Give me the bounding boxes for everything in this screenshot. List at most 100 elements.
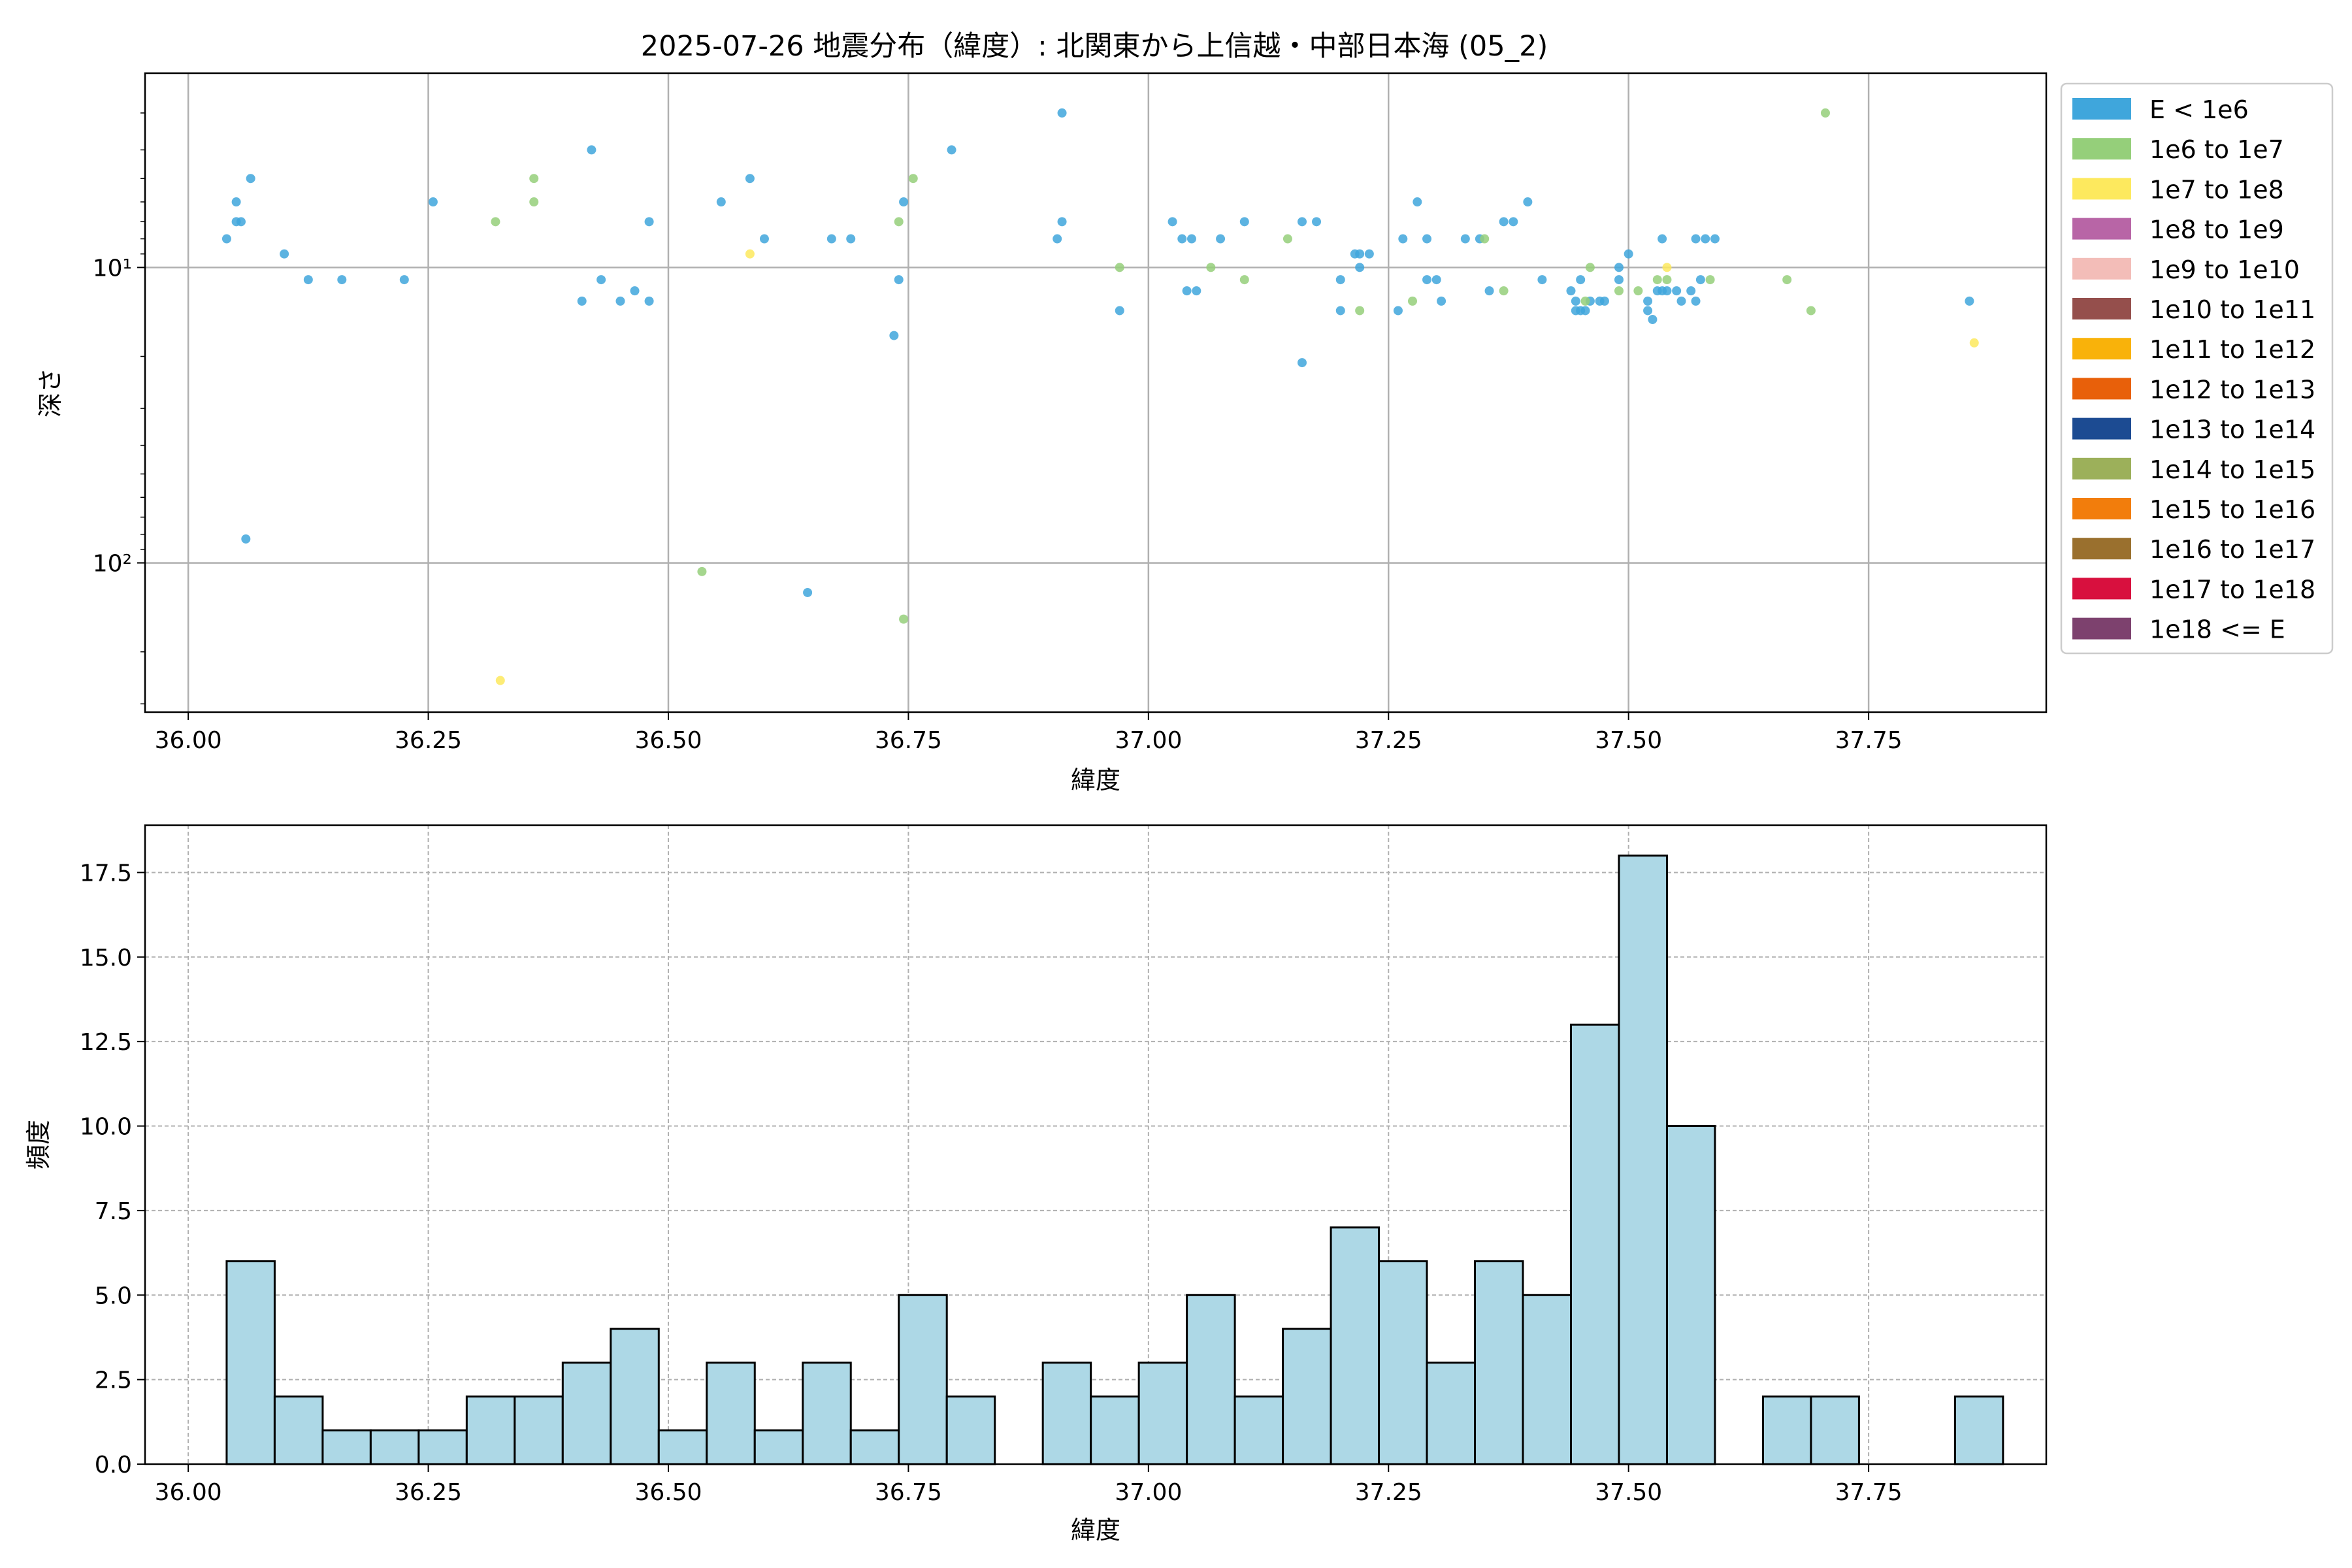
scatter-axes-frame <box>144 72 2048 713</box>
histogram-x-tick-label: 37.25 <box>1355 1479 1422 1506</box>
histogram-bar <box>802 1362 852 1465</box>
scatter-x-tick-label: 36.25 <box>395 727 462 754</box>
histogram-bar <box>1953 1396 2004 1465</box>
histogram-bar <box>465 1396 516 1465</box>
scatter-point <box>236 217 246 227</box>
scatter-point <box>1335 306 1345 316</box>
histogram-x-tick-label: 36.25 <box>395 1479 462 1506</box>
scatter-point <box>529 174 539 184</box>
scatter-point <box>1537 275 1547 285</box>
scatter-point <box>1576 275 1586 285</box>
histogram-x-tick-label: 37.50 <box>1595 1479 1662 1506</box>
scatter-point <box>1648 314 1658 324</box>
scatter-point <box>1571 296 1580 306</box>
histogram-axes-frame <box>144 824 2048 1465</box>
legend-label: E < 1e6 <box>2149 95 2249 124</box>
scatter-point <box>399 275 409 285</box>
scatter-point <box>1672 286 1682 296</box>
scatter-point <box>1437 296 1446 306</box>
scatter-point <box>1710 234 1720 244</box>
scatter-x-tick-label: 37.50 <box>1595 727 1662 754</box>
scatter-point <box>1614 275 1624 285</box>
histogram-bar <box>1186 1294 1236 1465</box>
histogram-bar <box>321 1429 372 1465</box>
scatter-point <box>1652 275 1662 285</box>
scatter-point <box>1431 275 1441 285</box>
scatter-point <box>1364 249 1374 259</box>
histogram-bar <box>1426 1362 1477 1465</box>
scatter-point <box>1422 234 1432 244</box>
scatter-point <box>894 217 904 227</box>
histogram-x-tick-label: 36.75 <box>875 1479 942 1506</box>
histogram-bar <box>1041 1362 1092 1465</box>
histogram-y-tick-label: 5.0 <box>95 1282 132 1309</box>
scatter-point <box>1057 217 1067 227</box>
histogram-bar <box>1570 1023 1620 1465</box>
scatter-point <box>1312 217 1322 227</box>
scatter-x-tick-label: 37.75 <box>1835 727 1903 754</box>
scatter-point <box>1686 286 1696 296</box>
histogram-y-tick-label: 10.0 <box>80 1114 132 1141</box>
scatter-x-axis-label: 緯度 <box>1071 766 1120 794</box>
legend-swatch <box>2072 338 2131 360</box>
scatter-point <box>1633 286 1643 296</box>
scatter-point <box>1806 306 1816 316</box>
scatter-point <box>1695 275 1705 285</box>
scatter-point <box>1177 234 1187 244</box>
scatter-point <box>1413 197 1422 207</box>
scatter-point <box>1599 296 1609 306</box>
scatter-point <box>1662 286 1672 296</box>
scatter-point <box>1662 263 1672 272</box>
histogram-bar <box>898 1294 948 1465</box>
scatter-point <box>1782 275 1792 285</box>
scatter-point <box>1566 286 1576 296</box>
scatter-point <box>1965 296 1974 306</box>
scatter-point <box>1643 306 1653 316</box>
scatter-point <box>826 234 836 244</box>
legend-swatch <box>2072 298 2131 319</box>
scatter-point <box>1192 286 1201 296</box>
scatter-point <box>1168 217 1177 227</box>
scatter-point <box>1969 338 1979 348</box>
scatter-point <box>1115 306 1124 316</box>
legend-label: 1e16 to 1e17 <box>2149 535 2315 564</box>
scatter-point <box>1355 306 1365 316</box>
histogram-bar <box>225 1260 276 1465</box>
scatter-point <box>947 145 956 155</box>
scatter-point <box>1580 306 1590 316</box>
scatter-point <box>1182 286 1192 296</box>
scatter-point <box>716 197 726 207</box>
scatter-plot: 36.00 36.25 36.50 36.75 37.00 37.25 37.50 37.75… <box>36 72 2048 794</box>
scatter-point <box>1115 263 1124 272</box>
histogram-bar <box>706 1362 756 1465</box>
scatter-y-ticks: 10¹ 10² <box>93 112 145 705</box>
scatter-point <box>1705 275 1715 285</box>
scatter-point <box>1484 286 1494 296</box>
scatter-point <box>1658 234 1667 244</box>
scatter-points <box>221 108 1979 685</box>
scatter-point <box>1393 306 1403 316</box>
legend-swatch <box>2072 457 2131 480</box>
histogram-y-ticks: 0.0 2.5 5.0 7.5 10.0 12.5 15.0 17.5 <box>80 860 145 1478</box>
scatter-point <box>1355 249 1365 259</box>
scatter-point <box>1422 275 1432 285</box>
scatter-point <box>1691 296 1701 306</box>
scatter-point <box>644 217 654 227</box>
legend-swatch <box>2072 617 2131 640</box>
histogram-y-tick-label: 2.5 <box>95 1367 132 1394</box>
histogram-bar <box>369 1429 420 1465</box>
legend-swatch <box>2072 257 2131 280</box>
histogram-x-tick-label: 36.50 <box>634 1479 702 1506</box>
histogram-bar <box>849 1429 900 1465</box>
legend-swatch <box>2072 178 2131 200</box>
scatter-point <box>644 296 654 306</box>
scatter-point <box>529 197 539 207</box>
histogram-bar <box>657 1429 708 1465</box>
scatter-point <box>889 331 899 340</box>
scatter-point <box>908 174 918 184</box>
legend-label: 1e9 to 1e10 <box>2149 255 2300 284</box>
histogram-x-ticks: 36.00 36.25 36.50 36.75 37.00 37.25 37.50 37.75 <box>155 1464 1903 1506</box>
scatter-point <box>577 296 587 306</box>
scatter-point <box>1691 234 1701 244</box>
legend-label: 1e14 to 1e15 <box>2149 455 2315 484</box>
